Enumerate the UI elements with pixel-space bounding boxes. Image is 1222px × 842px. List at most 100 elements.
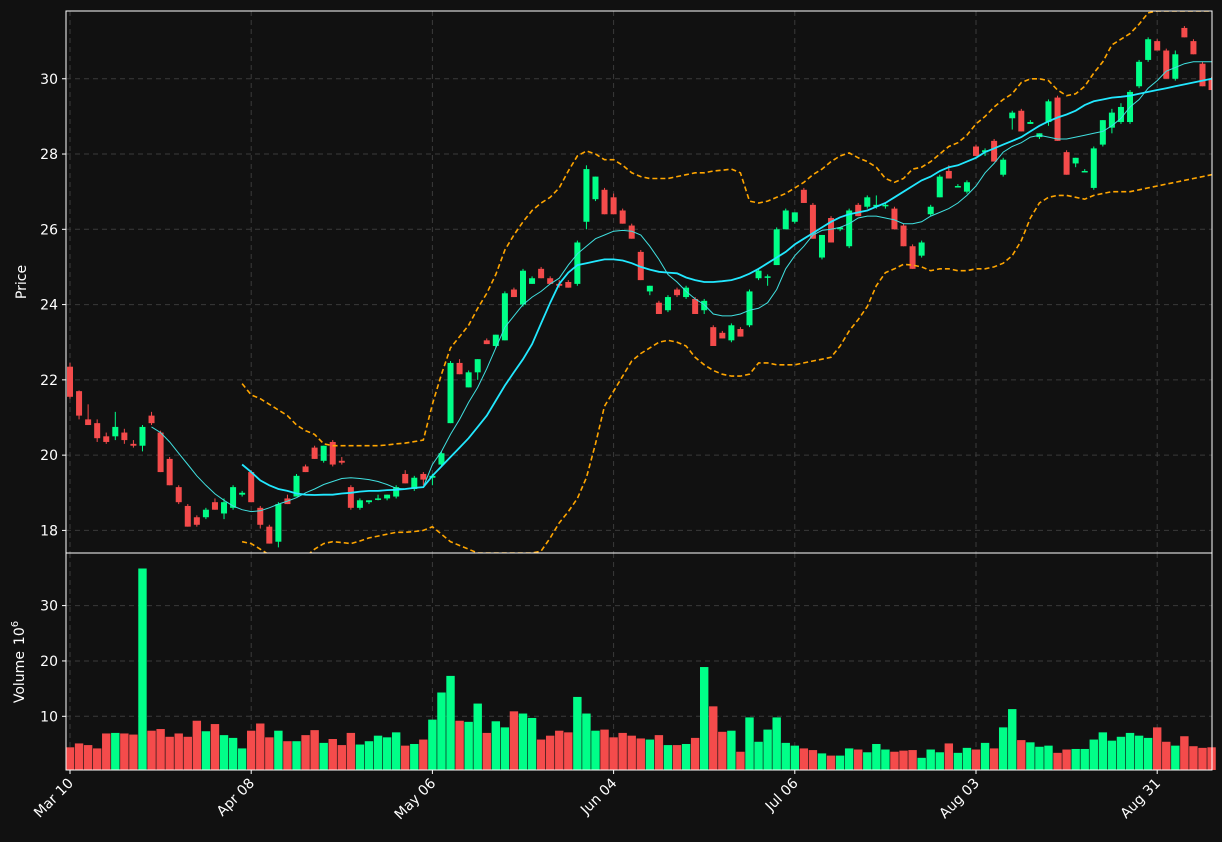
volume-bar xyxy=(147,730,156,770)
volume-bar xyxy=(899,750,908,770)
volume-bar xyxy=(1134,735,1144,770)
candle-body xyxy=(1181,27,1188,38)
volume-bar xyxy=(781,742,790,770)
volume-bar xyxy=(953,752,963,770)
price-axis-title: Price xyxy=(14,265,30,299)
candle-body xyxy=(1208,78,1212,91)
candle-body xyxy=(130,443,137,446)
volume-bar xyxy=(527,717,537,770)
candle-body xyxy=(764,276,771,278)
volume-bar xyxy=(337,745,346,770)
candle-body xyxy=(809,204,816,239)
volume-bar xyxy=(310,730,319,770)
volume-bar xyxy=(509,711,519,770)
volume-bar xyxy=(555,730,564,770)
candle-body xyxy=(973,146,979,156)
candle-body xyxy=(510,289,517,298)
volume-bar xyxy=(727,730,736,770)
volume-bar xyxy=(183,736,192,770)
candle-body xyxy=(293,475,300,497)
candle-body xyxy=(302,466,309,473)
candle-body xyxy=(402,473,409,484)
candle-body xyxy=(1063,152,1070,175)
candle-body xyxy=(257,507,264,525)
candle-body xyxy=(746,291,753,326)
volume-axis-label: Volume xyxy=(12,651,28,703)
candle-body xyxy=(139,426,146,446)
candle-body xyxy=(465,372,472,388)
volume-bar xyxy=(92,748,102,770)
candle-body xyxy=(719,332,726,339)
candle-body xyxy=(538,268,545,279)
candle-body xyxy=(1054,97,1061,141)
candle-body xyxy=(356,500,363,508)
candle-body xyxy=(592,176,599,200)
price-tick-label: 30 xyxy=(40,72,58,88)
volume-bar xyxy=(192,720,202,770)
volume-bar xyxy=(926,749,935,770)
volume-bar xyxy=(826,755,836,770)
candle-body xyxy=(1163,50,1170,79)
volume-bar xyxy=(482,732,491,770)
volume-bar xyxy=(201,731,211,770)
candle-body xyxy=(248,472,255,503)
candle-body xyxy=(1018,110,1025,132)
volume-bar xyxy=(74,743,84,770)
bollinger-upper-line xyxy=(241,11,1212,447)
volume-bar xyxy=(890,751,899,770)
volume-bar xyxy=(346,732,356,770)
volume-bar xyxy=(382,737,392,770)
volume-bar xyxy=(1162,741,1171,770)
candle-body xyxy=(275,504,282,542)
candle-body xyxy=(728,325,735,341)
candle-body xyxy=(628,225,635,239)
volume-bar xyxy=(83,745,93,770)
volume-bar xyxy=(1125,732,1135,770)
volume-bar xyxy=(1189,746,1198,770)
candle-body xyxy=(85,419,92,426)
candle-body xyxy=(1136,61,1143,87)
candle-body xyxy=(954,186,961,188)
candle-body xyxy=(157,432,164,473)
candle-body xyxy=(175,487,182,503)
volume-tick-label: 20 xyxy=(40,654,58,670)
volume-bar xyxy=(491,721,501,770)
volume-bar xyxy=(564,732,573,770)
candle-body xyxy=(864,197,871,207)
candle-body xyxy=(583,169,590,222)
candle-body xyxy=(211,502,218,510)
volume-bar xyxy=(1071,748,1080,770)
candle-body xyxy=(1145,39,1152,60)
volume-bar xyxy=(763,729,772,770)
candle-body xyxy=(664,297,671,311)
volume-bar xyxy=(872,743,881,770)
candle-body xyxy=(529,278,536,284)
candle-body xyxy=(701,300,708,311)
candle-body xyxy=(103,436,110,442)
candle-body xyxy=(94,423,101,439)
candle-body xyxy=(619,210,626,224)
volume-bar xyxy=(156,729,165,770)
candle-body xyxy=(438,453,445,465)
candle-body xyxy=(565,282,572,288)
volume-bar xyxy=(962,747,972,770)
candle-body xyxy=(148,415,155,424)
volume-bar xyxy=(645,739,655,770)
volume-bar xyxy=(1153,727,1162,770)
candle-body xyxy=(447,362,454,424)
volume-bar xyxy=(709,706,718,770)
candle-body xyxy=(610,197,617,215)
candle-body xyxy=(918,242,925,256)
volume-bar xyxy=(1171,745,1180,770)
volume-bar xyxy=(428,719,437,770)
candle-body xyxy=(782,210,789,230)
candle-body xyxy=(393,487,400,497)
candle-body xyxy=(329,441,336,465)
candle-body xyxy=(1045,101,1052,123)
candle-body xyxy=(737,329,744,337)
candle-body xyxy=(375,498,382,500)
volume-bar xyxy=(636,738,645,770)
price-tick-label: 24 xyxy=(40,298,58,314)
candle-body xyxy=(266,526,273,544)
